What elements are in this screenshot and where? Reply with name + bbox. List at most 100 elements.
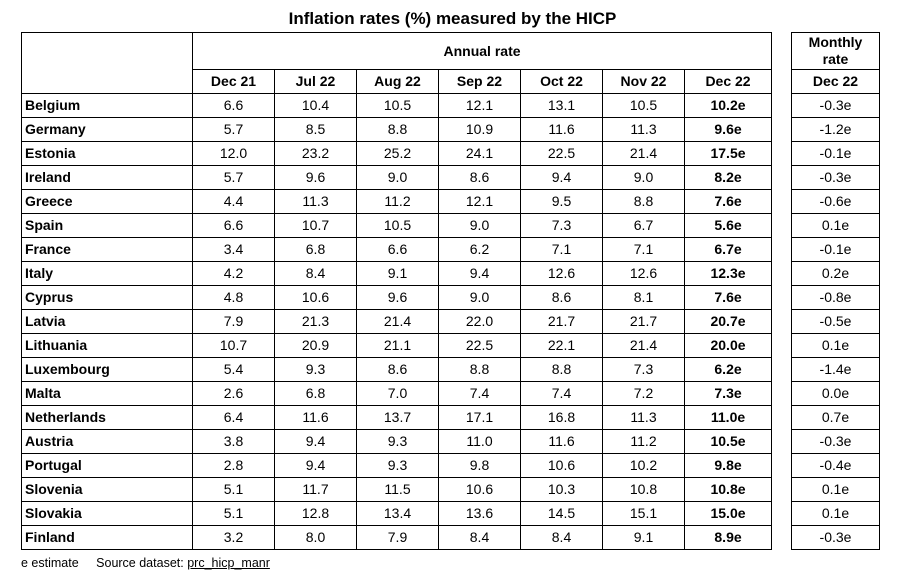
rate-cell: 9.6 — [274, 165, 357, 190]
rate-cell: 10.6 — [520, 453, 603, 478]
rate-cell: 12.1 — [438, 189, 521, 214]
monthly-row: -1.4e — [791, 357, 880, 382]
rate-cell: 6.7 — [602, 213, 685, 238]
rate-cell: 9.4 — [438, 261, 521, 286]
table-row: Ireland 5.7 9.6 9.0 8.6 9.4 9.0 8.2e — [21, 165, 773, 190]
rate-cell: 10.4 — [274, 93, 357, 118]
table-row: Slovenia 5.1 11.7 11.5 10.6 10.3 10.8 10.8e — [21, 477, 773, 502]
monthly-rate-cell: -1.2e — [791, 117, 880, 142]
rate-cell: 21.4 — [356, 309, 439, 334]
source-label: Source dataset: — [96, 556, 184, 570]
monthly-rate-cell: 0.1e — [791, 213, 880, 238]
rate-cell: 8.1 — [602, 285, 685, 310]
country-name: Cyprus — [21, 285, 193, 310]
monthly-row: 0.1e — [791, 477, 880, 502]
rate-cell: 8.5 — [274, 117, 357, 142]
rate-cell: 12.8 — [274, 501, 357, 526]
table-row: Greece 4.4 11.3 11.2 12.1 9.5 8.8 7.6e — [21, 189, 773, 214]
rate-cell: 2.6 — [192, 381, 275, 406]
rate-cell: 9.6e — [683, 117, 773, 142]
rate-cell: 3.2 — [192, 525, 275, 550]
monthly-row: -0.6e — [791, 189, 880, 214]
rate-cell: 4.8 — [192, 285, 275, 310]
rate-cell: 10.2 — [602, 453, 685, 478]
monthly-rate-cell: -0.8e — [791, 285, 880, 310]
rate-cell: 21.7 — [602, 309, 685, 334]
rate-cell: 8.8 — [520, 357, 603, 382]
country-name: Slovenia — [21, 477, 193, 502]
rate-cell: 10.3 — [520, 477, 603, 502]
monthly-row: -1.2e — [791, 117, 880, 142]
rate-cell: 7.3 — [520, 213, 603, 238]
rate-cell: 22.1 — [520, 333, 603, 358]
rate-cell: 2.8 — [192, 453, 275, 478]
rate-cell: 8.2e — [683, 165, 773, 190]
rate-cell: 23.2 — [274, 141, 357, 166]
table-row: Spain 6.6 10.7 10.5 9.0 7.3 6.7 5.6e — [21, 213, 773, 238]
table-row: Latvia 7.9 21.3 21.4 22.0 21.7 21.7 20.7e — [21, 309, 773, 334]
monthly-row: -0.8e — [791, 285, 880, 310]
rate-cell: 12.1 — [438, 93, 521, 118]
monthly-rate-cell: -1.4e — [791, 357, 880, 382]
rate-cell: 9.4 — [274, 429, 357, 454]
rate-cell: 8.4 — [274, 261, 357, 286]
rate-cell: 11.6 — [520, 117, 603, 142]
country-name: Luxembourg — [21, 357, 193, 382]
rate-cell: 10.6 — [274, 285, 357, 310]
rate-cell: 10.8e — [683, 477, 773, 502]
rate-cell: 13.4 — [356, 501, 439, 526]
rate-cell: 8.9e — [683, 525, 773, 550]
table-row: Netherlands 6.4 11.6 13.7 17.1 16.8 11.3 11.0e — [21, 405, 773, 430]
table-row: Cyprus 4.8 10.6 9.6 9.0 8.6 8.1 7.6e — [21, 285, 773, 310]
table-row: Portugal 2.8 9.4 9.3 9.8 10.6 10.2 9.8e — [21, 453, 773, 478]
rate-cell: 10.7 — [192, 333, 275, 358]
rate-cell: 22.5 — [520, 141, 603, 166]
country-name: Malta — [21, 381, 193, 406]
source-dataset-link[interactable]: prc_hicp_manr — [187, 556, 270, 570]
monthly-row: 0.1e — [791, 333, 880, 358]
rate-cell: 9.3 — [356, 453, 439, 478]
rate-cell: 5.1 — [192, 477, 275, 502]
table-row: Austria 3.8 9.4 9.3 11.0 11.6 11.2 10.5e — [21, 429, 773, 454]
rate-cell: 20.9 — [274, 333, 357, 358]
monthly-rate-cell: 0.0e — [791, 381, 880, 406]
rate-cell: 8.8 — [602, 189, 685, 214]
rate-cell: 6.7e — [683, 237, 773, 262]
rate-cell: 9.8 — [438, 453, 521, 478]
country-name: Germany — [21, 117, 193, 142]
rate-cell: 11.6 — [520, 429, 603, 454]
rate-cell: 10.6 — [438, 477, 521, 502]
rate-cell: 9.0 — [438, 213, 521, 238]
month-header: Jul 22 — [274, 69, 357, 94]
monthly-rate-cell: -0.3e — [791, 525, 880, 550]
monthly-row: -0.1e — [791, 237, 880, 262]
corner-cell — [21, 32, 193, 94]
monthly-rate-cell: -0.5e — [791, 309, 880, 334]
rate-cell: 10.7 — [274, 213, 357, 238]
month-header: Dec 22 — [683, 69, 773, 94]
footer: e estimate Source dataset: prc_hicp_manr — [21, 556, 270, 570]
monthly-rate-cell: -0.3e — [791, 429, 880, 454]
rate-cell: 4.4 — [192, 189, 275, 214]
rate-cell: 10.5 — [356, 93, 439, 118]
rate-cell: 9.1 — [356, 261, 439, 286]
country-name: Latvia — [21, 309, 193, 334]
table-row: Lithuania 10.7 20.9 21.1 22.5 22.1 21.4 20.0e — [21, 333, 773, 358]
rate-cell: 5.7 — [192, 165, 275, 190]
monthly-row: 0.1e — [791, 501, 880, 526]
rate-cell: 10.2e — [683, 93, 773, 118]
rate-cell: 16.8 — [520, 405, 603, 430]
rate-cell: 11.3 — [602, 117, 685, 142]
rate-cell: 7.9 — [192, 309, 275, 334]
rate-cell: 5.1 — [192, 501, 275, 526]
monthly-row: -0.1e — [791, 141, 880, 166]
rate-cell: 6.6 — [192, 93, 275, 118]
rate-cell: 21.7 — [520, 309, 603, 334]
rate-cell: 6.8 — [274, 381, 357, 406]
monthly-row: 0.7e — [791, 405, 880, 430]
rate-cell: 10.5 — [356, 213, 439, 238]
month-header-row: Dec 21 Jul 22 Aug 22 Sep 22 Oct 22 Nov 22 Dec … — [22, 69, 773, 94]
month-header: Nov 22 — [602, 69, 685, 94]
rate-cell: 3.8 — [192, 429, 275, 454]
rate-cell: 21.3 — [274, 309, 357, 334]
